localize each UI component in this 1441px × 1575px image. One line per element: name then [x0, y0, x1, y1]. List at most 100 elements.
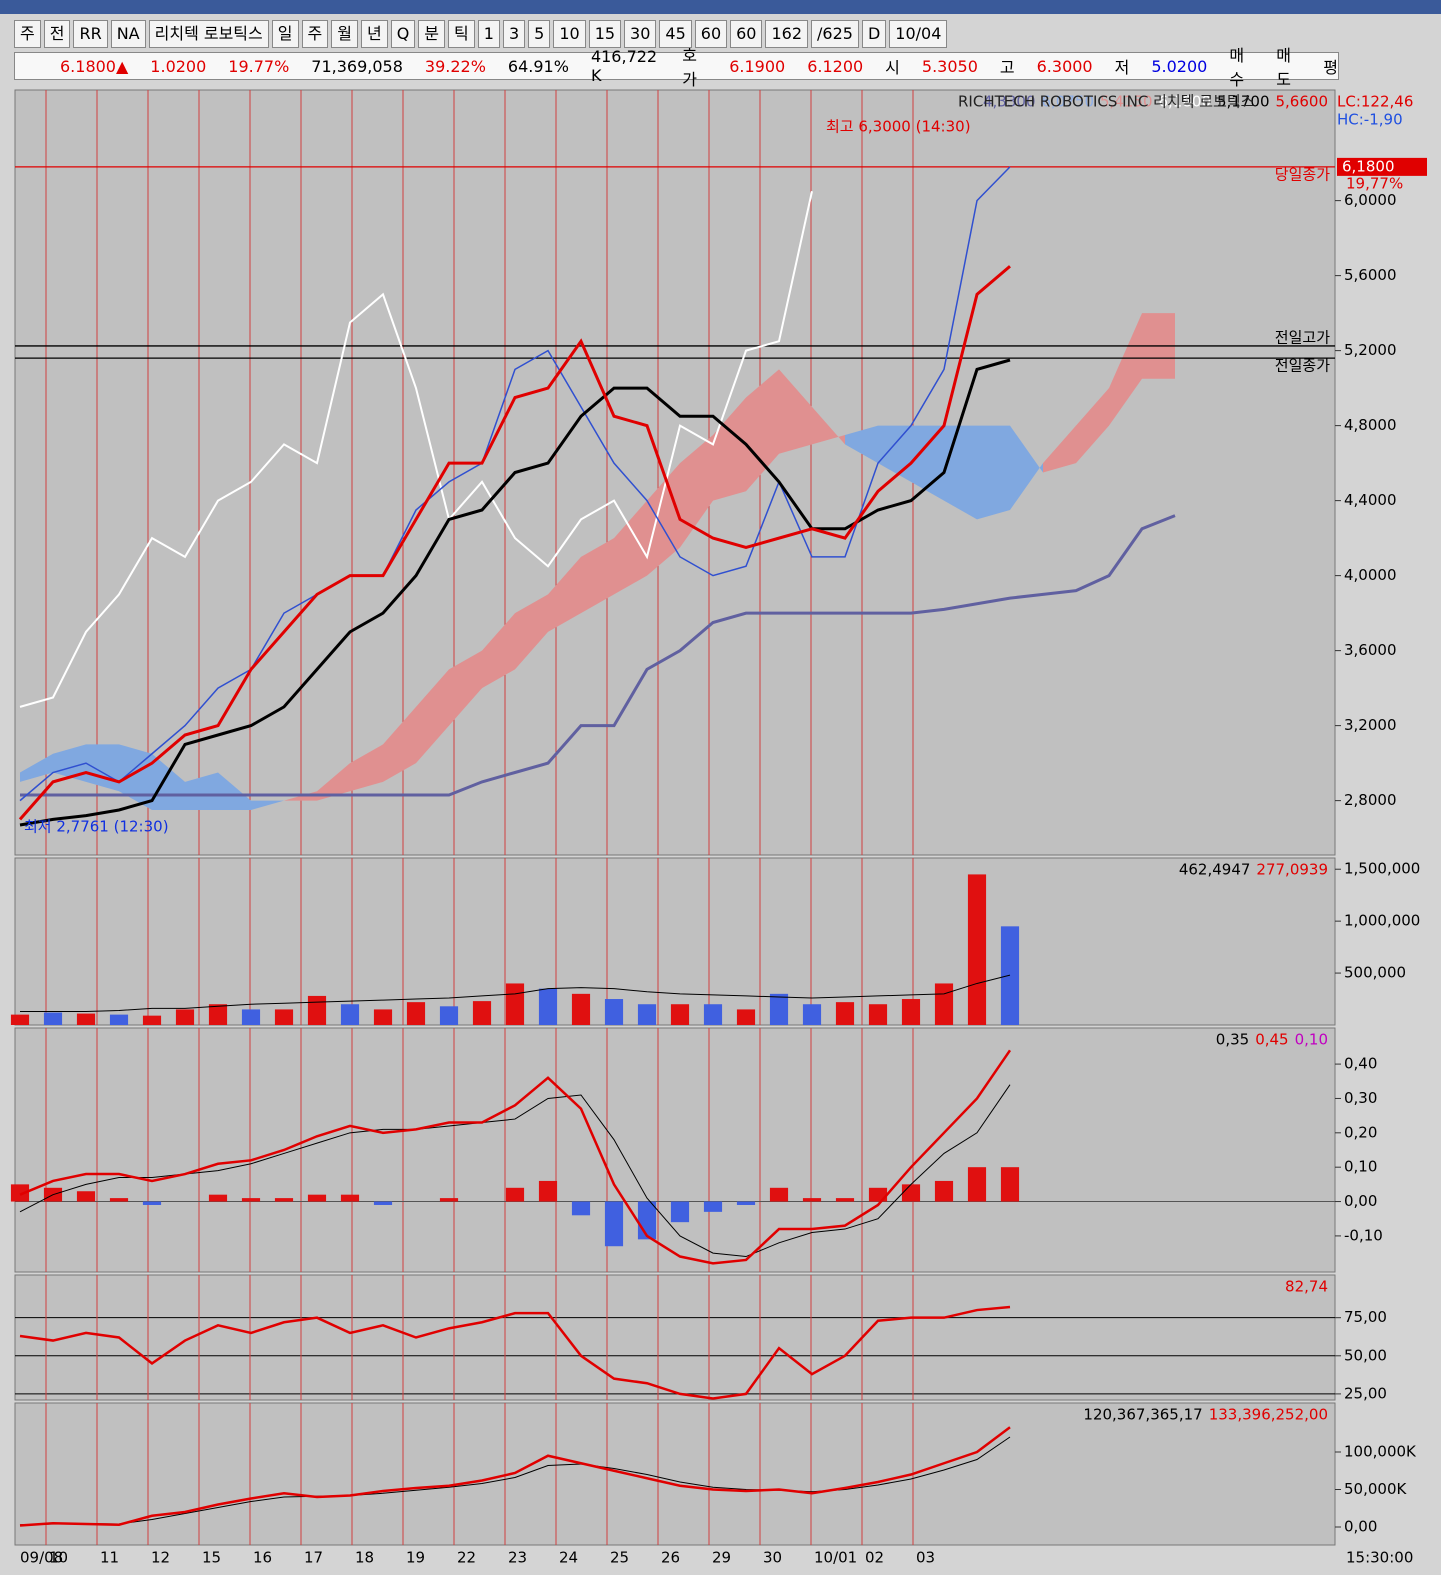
- volume-bar: [604, 999, 624, 1025]
- panel-header: 0,10: [1295, 1031, 1328, 1049]
- line: [19, 166, 1011, 802]
- toolbar-button[interactable]: 45: [659, 20, 692, 48]
- volume-bar: [769, 993, 789, 1025]
- volume-bar: [934, 983, 954, 1025]
- quote-item: 6.3000: [1036, 56, 1093, 76]
- y-tick-label: 3,2000: [1344, 716, 1397, 734]
- panel-header: 120,367,365,17: [1083, 1406, 1202, 1424]
- toolbar-button[interactable]: 일: [271, 20, 299, 48]
- x-tick-label: 26: [661, 1549, 680, 1567]
- y-tick-label: 2,8000: [1344, 791, 1397, 809]
- x-tick-label: 22: [457, 1549, 476, 1567]
- toolbar-button[interactable]: /625: [811, 20, 859, 48]
- histogram-bar: [142, 1201, 162, 1205]
- toolbar-button[interactable]: 1: [477, 20, 500, 48]
- cloud: [746, 369, 779, 492]
- histogram-bar: [208, 1194, 228, 1202]
- quote-item: 19.77%: [228, 56, 290, 76]
- y-tick-label: 500,000: [1344, 964, 1406, 982]
- y-tick-label: 1,000,000: [1344, 912, 1420, 930]
- toolbar-button[interactable]: 10: [553, 20, 586, 48]
- toolbar-button[interactable]: NA: [110, 20, 146, 48]
- toolbar-button[interactable]: 틱: [448, 20, 475, 48]
- histogram-bar: [604, 1201, 624, 1247]
- quote-item: 5.3050: [921, 56, 978, 76]
- volume-bar: [901, 999, 921, 1025]
- line: [19, 1305, 1011, 1400]
- panel-header: 277,0939: [1256, 861, 1328, 879]
- toolbar-button[interactable]: 3: [502, 20, 526, 48]
- histogram-bar: [835, 1198, 855, 1202]
- histogram-bar: [307, 1194, 327, 1202]
- x-tick-label: 10/01: [814, 1549, 857, 1567]
- volume-bar: [439, 1006, 459, 1025]
- histogram-bar: [736, 1201, 756, 1205]
- quote-item: 416,722 K: [590, 47, 658, 85]
- toolbar-button[interactable]: 전: [43, 20, 71, 48]
- cloud: [350, 744, 383, 792]
- y-tick-label: 100,000K: [1344, 1442, 1417, 1460]
- y-tick-label: 0,00: [1344, 1518, 1377, 1536]
- toolbar-button[interactable]: 5: [528, 20, 551, 48]
- y-tick-label: 75,00: [1344, 1308, 1387, 1326]
- toolbar-button[interactable]: 리치텍 로보틱스: [148, 20, 269, 48]
- toolbar-button[interactable]: RR: [73, 20, 108, 48]
- low-label: 최저 2,7761 (12:30): [24, 818, 169, 836]
- price-tag: [1337, 157, 1427, 176]
- y-tick-label: 4,0000: [1344, 566, 1397, 584]
- toolbar-button[interactable]: 15: [588, 20, 622, 48]
- histogram-bar: [505, 1187, 525, 1202]
- level-label: 전일종가: [1275, 357, 1330, 375]
- cloud: [548, 556, 581, 632]
- y-tick-label: -0,10: [1344, 1226, 1383, 1244]
- panel-header: 5,6600: [1276, 93, 1329, 111]
- cloud: [53, 744, 86, 782]
- histogram-bar: [703, 1201, 723, 1212]
- toolbar-button[interactable]: 분: [418, 20, 446, 48]
- toolbar-button[interactable]: 162: [765, 20, 809, 48]
- toolbar-button[interactable]: D: [861, 20, 887, 48]
- x-tick-label: 11: [100, 1549, 119, 1567]
- volume-bar: [802, 1004, 822, 1025]
- panel-header: 82,74: [1285, 1278, 1328, 1296]
- volume-bar: [274, 1009, 294, 1025]
- volume-bar: [472, 1001, 492, 1025]
- toolbar-button[interactable]: 년: [360, 20, 388, 48]
- x-tick-label: 16: [253, 1549, 272, 1567]
- cloud: [680, 435, 713, 548]
- toolbar-button[interactable]: 주: [301, 20, 329, 48]
- histogram-bar: [934, 1180, 954, 1202]
- toolbar-button[interactable]: 30: [624, 20, 657, 48]
- panel-header: 5,4150: [1100, 93, 1153, 111]
- volume-bar: [868, 1004, 888, 1025]
- toolbar-button[interactable]: 주: [14, 20, 41, 48]
- panel: [14, 1027, 1336, 1273]
- quote-item: 64.91%: [507, 56, 569, 76]
- toolbar-button[interactable]: 60: [694, 20, 728, 48]
- toolbar-button[interactable]: 60: [730, 20, 763, 48]
- y-tick-label: 50,000K: [1344, 1480, 1407, 1498]
- line: [19, 1049, 1012, 1265]
- line: [19, 1436, 1011, 1526]
- cloud: [482, 613, 515, 689]
- volume-bar: [835, 1002, 855, 1025]
- x-tick-label: 15: [202, 1549, 221, 1567]
- histogram-bar: [802, 1198, 822, 1202]
- cloud: [812, 406, 845, 445]
- volume-bar: [208, 1004, 228, 1025]
- x-tick-label: 30: [763, 1549, 782, 1567]
- toolbar-button[interactable]: Q: [390, 20, 416, 48]
- cloud: [251, 800, 284, 810]
- toolbar-button[interactable]: 월: [331, 20, 358, 48]
- panel: [14, 857, 1336, 1026]
- volume-bar: [142, 1015, 162, 1025]
- toolbar-button[interactable]: 10/04: [889, 20, 948, 48]
- volume-bar: [10, 1014, 30, 1025]
- volume-bar: [1000, 926, 1020, 1025]
- x-tick-label: 10: [49, 1549, 68, 1567]
- histogram-bar: [373, 1201, 393, 1205]
- histogram-bar: [1000, 1167, 1020, 1202]
- quote-item: 저: [1114, 58, 1130, 77]
- quote-item: 매도: [1276, 46, 1292, 89]
- quote-item: 39.22%: [424, 56, 486, 76]
